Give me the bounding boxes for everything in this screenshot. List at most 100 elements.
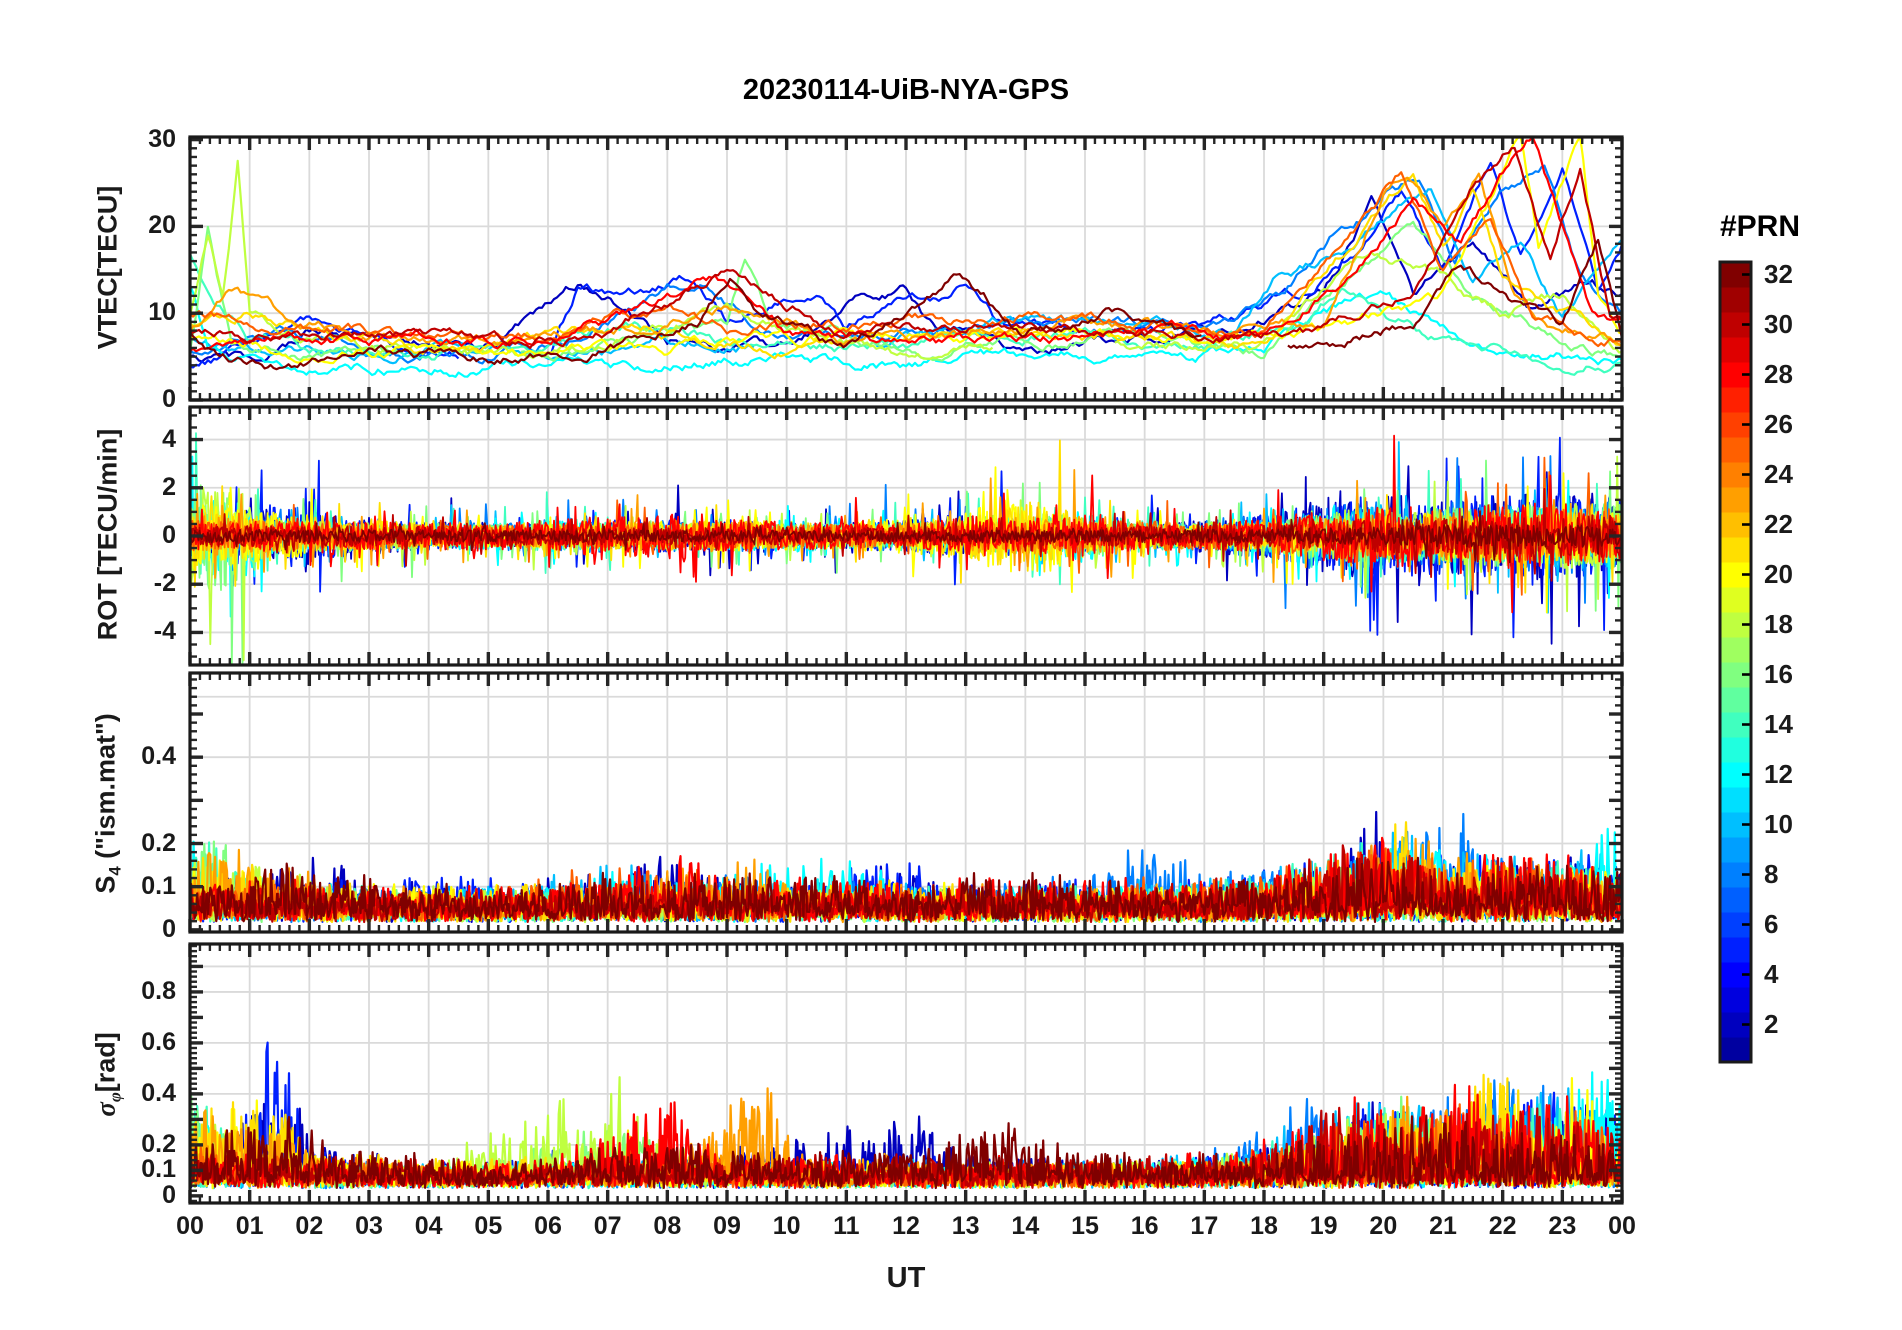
series-prn-14 [190,253,1622,376]
series-group [190,1041,1622,1190]
colorbar-tick-label: 22 [1764,508,1793,539]
y-axis-label-part: [rad] [90,1031,121,1092]
colorbar-cell [1720,487,1751,513]
series-prn-32 [190,856,1622,923]
ytick-label-p1: 4 [162,424,176,453]
colorbar-cell [1720,887,1751,913]
xtick-label: 15 [1071,1212,1099,1240]
colorbar-cell [1720,837,1751,863]
panel-0 [188,135,1624,402]
y-axis-label-part: ROT [TECU/min] [92,428,123,641]
y-axis-label-part: VTEC[TECU] [92,185,123,349]
ytick-label-p2: 0.1 [141,871,176,900]
colorbar-cell [1720,637,1751,663]
xtick-label: 18 [1250,1212,1278,1240]
xtick-label: 00 [1608,1212,1636,1240]
panel-border [188,405,1624,667]
xtick-label: 22 [1488,1212,1517,1240]
colorbar-tick-label: 12 [1764,758,1793,789]
ytick-label-p0: 30 [148,124,176,153]
series-group [190,810,1622,924]
ytick-label-p2: 0 [162,914,176,943]
colorbar-tick-label: 28 [1764,358,1793,389]
xtick-label: 21 [1429,1212,1457,1240]
series-prn-32 [190,510,1622,564]
panel-3 [188,942,1624,1205]
colorbar-cell [1720,437,1751,463]
colorbar-gradient [1718,260,1753,1064]
xtick-label: 07 [593,1212,622,1240]
panel-2 [188,671,1624,934]
xtick-label: 11 [833,1212,860,1240]
series-prn-23 [190,172,1622,348]
colorbar-cell [1720,737,1751,763]
colorbar-tick-label: 2 [1764,1008,1779,1039]
y-axis-label-part: 4 [105,865,125,876]
panel-border [188,671,1624,934]
ytick-label-p1: 0 [162,521,176,549]
xtick-label: 17 [1190,1212,1219,1240]
ytick-label-p2: 0.2 [141,828,176,857]
ytick-label-p1: -4 [153,617,176,646]
panel-border [188,135,1624,402]
xtick-label: 20 [1369,1212,1398,1240]
colorbar-tick-label: 18 [1764,608,1793,639]
colorbar-tick-label: 24 [1764,458,1793,489]
ytick-label-p0: 20 [148,211,176,240]
chart-title: 20230114-UiB-NYA-GPS [742,74,1070,106]
ytick-label-p3: 0.1 [141,1155,176,1184]
series-prn-2 [190,195,1622,363]
series-prn-30 [190,146,1622,349]
xtick-label: 19 [1309,1212,1338,1240]
xtick-label: 08 [653,1212,682,1240]
gridlines [190,137,1622,400]
tick-marks [188,407,1624,665]
panel-border [188,942,1624,1205]
colorbar-title: #PRN [1719,210,1801,243]
x-axis-label: UT [886,1262,926,1294]
ytick-label-p0: 10 [148,298,176,327]
xtick-label: 13 [951,1212,980,1240]
series-prn-28 [190,137,1622,353]
panel-1 [188,405,1624,667]
ytick-label-p3: 0.6 [141,1027,176,1056]
xtick-label: 09 [713,1212,741,1240]
ytick-label-p3: 0.2 [141,1129,176,1158]
colorbar-cell [1720,987,1751,1013]
xtick-label: 06 [534,1212,562,1240]
colorbar-tick-label: 16 [1764,658,1793,689]
ytick-label-p1: -2 [153,569,176,598]
colorbar-cell [1720,687,1751,713]
colorbar-cell [1720,287,1751,313]
xtick-label: 03 [355,1212,383,1240]
colorbar-border [1718,260,1753,1064]
ytick-label-p3: 0.8 [141,976,176,1005]
y-axis-label-part: ("ism.mat") [90,712,121,866]
y-axis-label-part: S [90,875,121,894]
xtick-label: 04 [414,1212,443,1240]
colorbar-tick-label: 10 [1764,808,1793,839]
colorbar-tick-label: 26 [1764,408,1793,439]
colorbar-cell [1720,787,1751,813]
colorbar-cell [1720,937,1751,963]
colorbar-tick-label: 20 [1764,558,1793,589]
xtick-label: 05 [474,1212,503,1240]
xtick-label: 23 [1548,1212,1577,1240]
series-prn-32 [190,238,1622,371]
colorbar-cell [1720,537,1751,563]
series-prn-32 [190,1114,1622,1190]
y-axis-label-part: φ [105,1091,125,1102]
ytick-label-p2: 0.4 [141,742,176,771]
ytick-label-p3: 0.4 [141,1078,176,1107]
colorbar-tick-label: 30 [1764,308,1793,339]
xtick-label: 00 [176,1212,204,1240]
xtick-label: 16 [1130,1212,1159,1240]
xtick-label: 12 [892,1212,920,1240]
ytick-label-p0: 0 [162,385,176,413]
colorbar-cell [1720,587,1751,613]
series-group [190,137,1622,378]
xtick-label: 14 [1011,1212,1040,1240]
colorbar-tick-label: 6 [1764,908,1779,939]
colorbar-cell [1720,387,1751,413]
